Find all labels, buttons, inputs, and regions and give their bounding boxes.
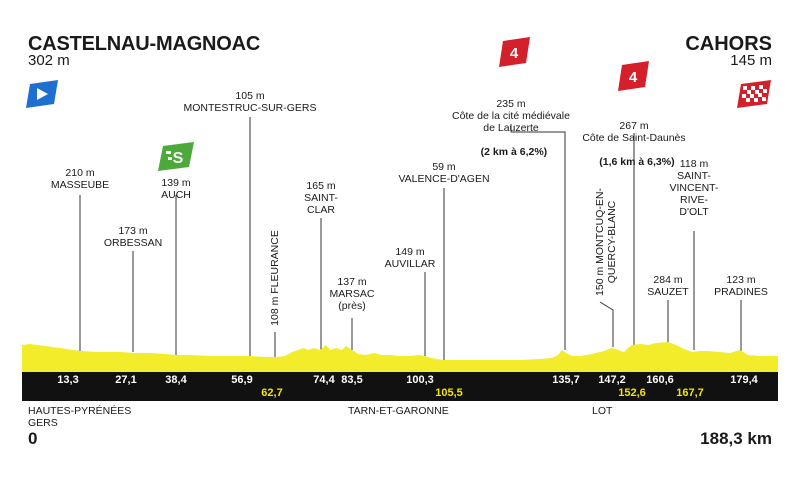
- region-label-right: LOT: [592, 405, 613, 417]
- place-label-orbessan: 173 m ORBESSAN: [103, 225, 163, 249]
- svg-text:4: 4: [510, 45, 519, 62]
- km-marker: 160,6: [646, 374, 674, 386]
- place-label-montcuq: 150 m MONTCUQ-EN- QUERCY-BLANC: [594, 188, 618, 296]
- svg-text:4: 4: [629, 69, 638, 86]
- distance-band: [22, 372, 778, 401]
- place-label-montestruc: 105 m MONTESTRUC-SUR-GERS: [183, 90, 317, 114]
- region-label-middle: TARN-ET-GARONNE: [348, 405, 449, 417]
- start-town-name: CASTELNAU-MAGNOAC: [28, 33, 261, 55]
- km-marker: 135,7: [552, 374, 580, 386]
- start-km: 0: [28, 429, 38, 448]
- km-marker: 27,1: [115, 374, 137, 386]
- place-label-pradines: 123 m PRADINES: [714, 274, 768, 298]
- start-altitude: 302 m: [28, 52, 70, 69]
- leader-lines: [79, 117, 742, 360]
- region-label-left: HAUTES-PYRÉNÉES GERS: [28, 405, 132, 429]
- km-marker: 13,3: [57, 374, 79, 386]
- finish-altitude: 145 m: [730, 52, 772, 69]
- checkered-finish-flag-icon: [737, 80, 771, 108]
- km-marker: 105,5: [435, 387, 463, 399]
- place-label-auch: 139 m AUCH: [161, 177, 191, 201]
- km-marker: 147,2: [598, 374, 626, 386]
- place-label-saint-vincent-rive-d-olt: 118 m SAINT- VINCENT- RIVE- D'OLT: [669, 158, 719, 218]
- place-label-sauzet: 284 m SAUZET: [647, 274, 689, 298]
- place-label-masseube: 210 m MASSEUBE: [50, 167, 110, 191]
- place-label-auvillar: 149 m AUVILLAR: [384, 246, 436, 270]
- km-marker: 83,5: [341, 374, 363, 386]
- place-label-fleurance: 108 m FLEURANCE: [269, 230, 281, 326]
- km-marker: 167,7: [676, 387, 704, 399]
- km-marker: 100,3: [406, 374, 434, 386]
- km-marker: 179,4: [730, 374, 758, 386]
- place-label-valence-d-agen: 59 m VALENCE-D'AGEN: [398, 161, 490, 185]
- climb-label-lauzerte: 235 m Côte de la cité médiévale de Lauze…: [452, 98, 570, 158]
- km-marker: 56,9: [231, 374, 253, 386]
- start-flag-icon: [26, 80, 58, 108]
- red-category-climb-icon: 4: [618, 61, 649, 91]
- km-marker: 74,4: [313, 374, 335, 386]
- sprint-letter: S: [173, 150, 184, 167]
- km-marker: 152,6: [618, 387, 646, 399]
- finish-town-name: CAHORS: [685, 33, 772, 55]
- km-marker: 38,4: [165, 374, 187, 386]
- place-label-marsac: 137 m MARSAC (près): [329, 276, 375, 312]
- elevation-profile: [22, 342, 778, 372]
- climb-label-saint-daunes: 267 m Côte de Saint-Daunès (1,6 km à 6,3…: [582, 120, 686, 168]
- green-sprint-icon: S: [158, 142, 194, 171]
- km-marker: 62,7: [261, 387, 283, 399]
- total-distance: 188,3 km: [700, 429, 772, 448]
- place-label-saint-clar: 165 m SAINT- CLAR: [304, 180, 338, 216]
- red-category-climb-icon: 4: [499, 37, 530, 67]
